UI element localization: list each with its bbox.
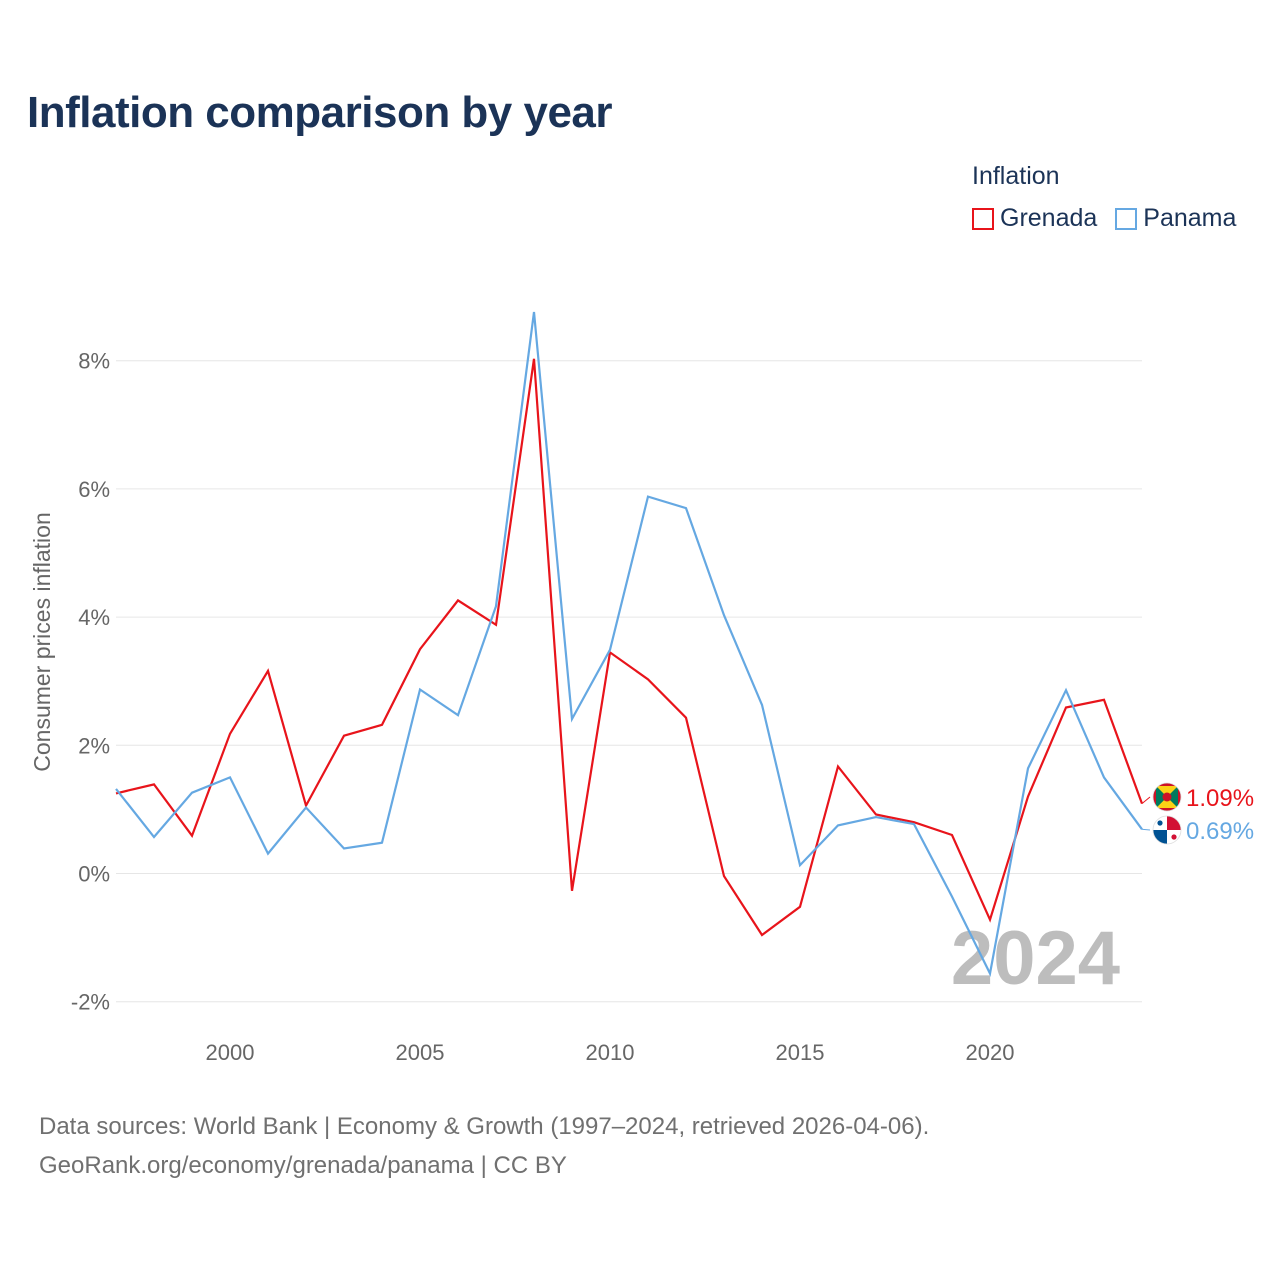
legend-label-panama: Panama: [1143, 204, 1237, 232]
end-value-label-grenada: 1.09%: [1186, 785, 1254, 812]
legend: Grenada Panama: [972, 204, 1254, 233]
panama-flag-icon: [1152, 815, 1182, 845]
grenada-flag-icon: [1152, 782, 1182, 812]
legend-title: Inflation: [972, 162, 1060, 190]
legend-label-grenada: Grenada: [1000, 204, 1098, 232]
x-tick-label: 2015: [776, 1040, 825, 1065]
x-tick-label: 2000: [206, 1040, 255, 1065]
data-source: Data sources: World Bank | Economy & Gro…: [39, 1107, 929, 1185]
x-tick-label: 2005: [396, 1040, 445, 1065]
y-tick-label: 2%: [78, 733, 110, 758]
y-tick-label: 6%: [78, 477, 110, 502]
end-connector: [1141, 828, 1151, 831]
end-value-label-panama: 0.69%: [1186, 818, 1254, 845]
source-line-1: Data sources: World Bank | Economy & Gro…: [39, 1113, 930, 1140]
x-tick-label: 2020: [966, 1040, 1015, 1065]
end-connector: [1141, 796, 1151, 804]
legend-item-grenada[interactable]: Grenada: [972, 204, 1097, 233]
legend-swatch-grenada: [972, 207, 994, 230]
series-line-grenada[interactable]: [115, 358, 1144, 937]
legend-swatch-panama: [1115, 207, 1138, 230]
legend-item-panama[interactable]: Panama: [1115, 204, 1236, 233]
chart-title: Inflation comparison by year: [27, 88, 613, 137]
x-tick-label: 2010: [586, 1040, 635, 1065]
source-line-2[interactable]: GeoRank.org/economy/grenada/panama | CC …: [39, 1152, 567, 1179]
y-tick-label: -2%: [71, 990, 110, 1015]
y-axis-title: Consumer prices inflation: [29, 512, 55, 772]
y-tick-label: 0%: [78, 862, 110, 887]
series-line-panama[interactable]: [115, 311, 1143, 977]
y-tick-label: 4%: [78, 605, 110, 630]
y-tick-label: 8%: [78, 349, 110, 374]
year-watermark: 2024: [951, 916, 1120, 1001]
